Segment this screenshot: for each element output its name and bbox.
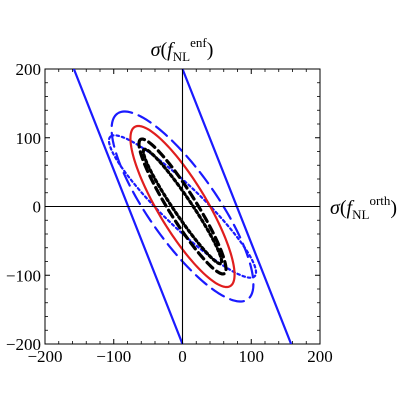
x-tick-label: 100: [239, 347, 265, 366]
y-tick-label: −100: [6, 266, 41, 285]
y-tick-label: 100: [16, 129, 42, 148]
y-tick-label: 200: [16, 60, 42, 79]
y-axis-title: σ(fNLenf): [151, 35, 214, 64]
x-tick-label: 0: [178, 347, 187, 366]
x-tick-label: −200: [27, 347, 62, 366]
x-tick-label: −100: [96, 347, 131, 366]
series-5-ellipse: [141, 147, 224, 266]
zero-axes: [45, 69, 320, 344]
curves-group: [72, 69, 293, 344]
series-1-ellipse: [110, 110, 255, 303]
series-3-ellipse: [129, 124, 236, 289]
x-tick-label: 200: [307, 347, 333, 366]
y-tick-label: −200: [6, 335, 41, 354]
x-axis-title: σ(fNLorth): [330, 193, 397, 222]
series-4-ellipse: [137, 137, 228, 276]
y-tick-label: 0: [33, 198, 42, 217]
ticks-group: −200 −100 0 100 200 −200 −100 0 100 200: [6, 60, 333, 366]
